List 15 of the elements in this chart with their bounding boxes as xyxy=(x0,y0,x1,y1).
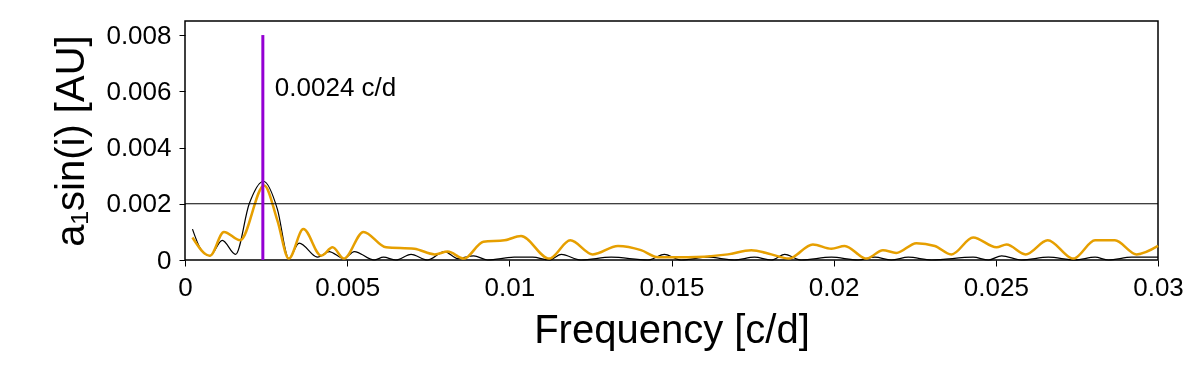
x-tick-label: 0.01 xyxy=(484,271,536,302)
x-tick-label: 0.005 xyxy=(315,271,381,302)
y-tick-label: 0.002 xyxy=(106,188,172,219)
x-tick-label: 0 xyxy=(178,271,193,302)
x-tick-label: 0.015 xyxy=(639,271,705,302)
ref-line-label: 0.0024 c/d xyxy=(274,72,397,102)
y-tick-label: 0.006 xyxy=(106,75,172,106)
x-axis-title: Frequency [c/d] xyxy=(534,306,810,351)
y-tick-label: 0 xyxy=(157,244,172,275)
y-tick-label: 0.004 xyxy=(106,132,172,163)
x-tick-label: 0.02 xyxy=(808,271,860,302)
x-tick-label: 0.025 xyxy=(963,271,1029,302)
y-tick-label: 0.008 xyxy=(106,19,172,50)
y-axis-title: a₁sin(i) [AU] xyxy=(48,35,93,247)
x-tick-label: 0.03 xyxy=(1133,271,1184,302)
